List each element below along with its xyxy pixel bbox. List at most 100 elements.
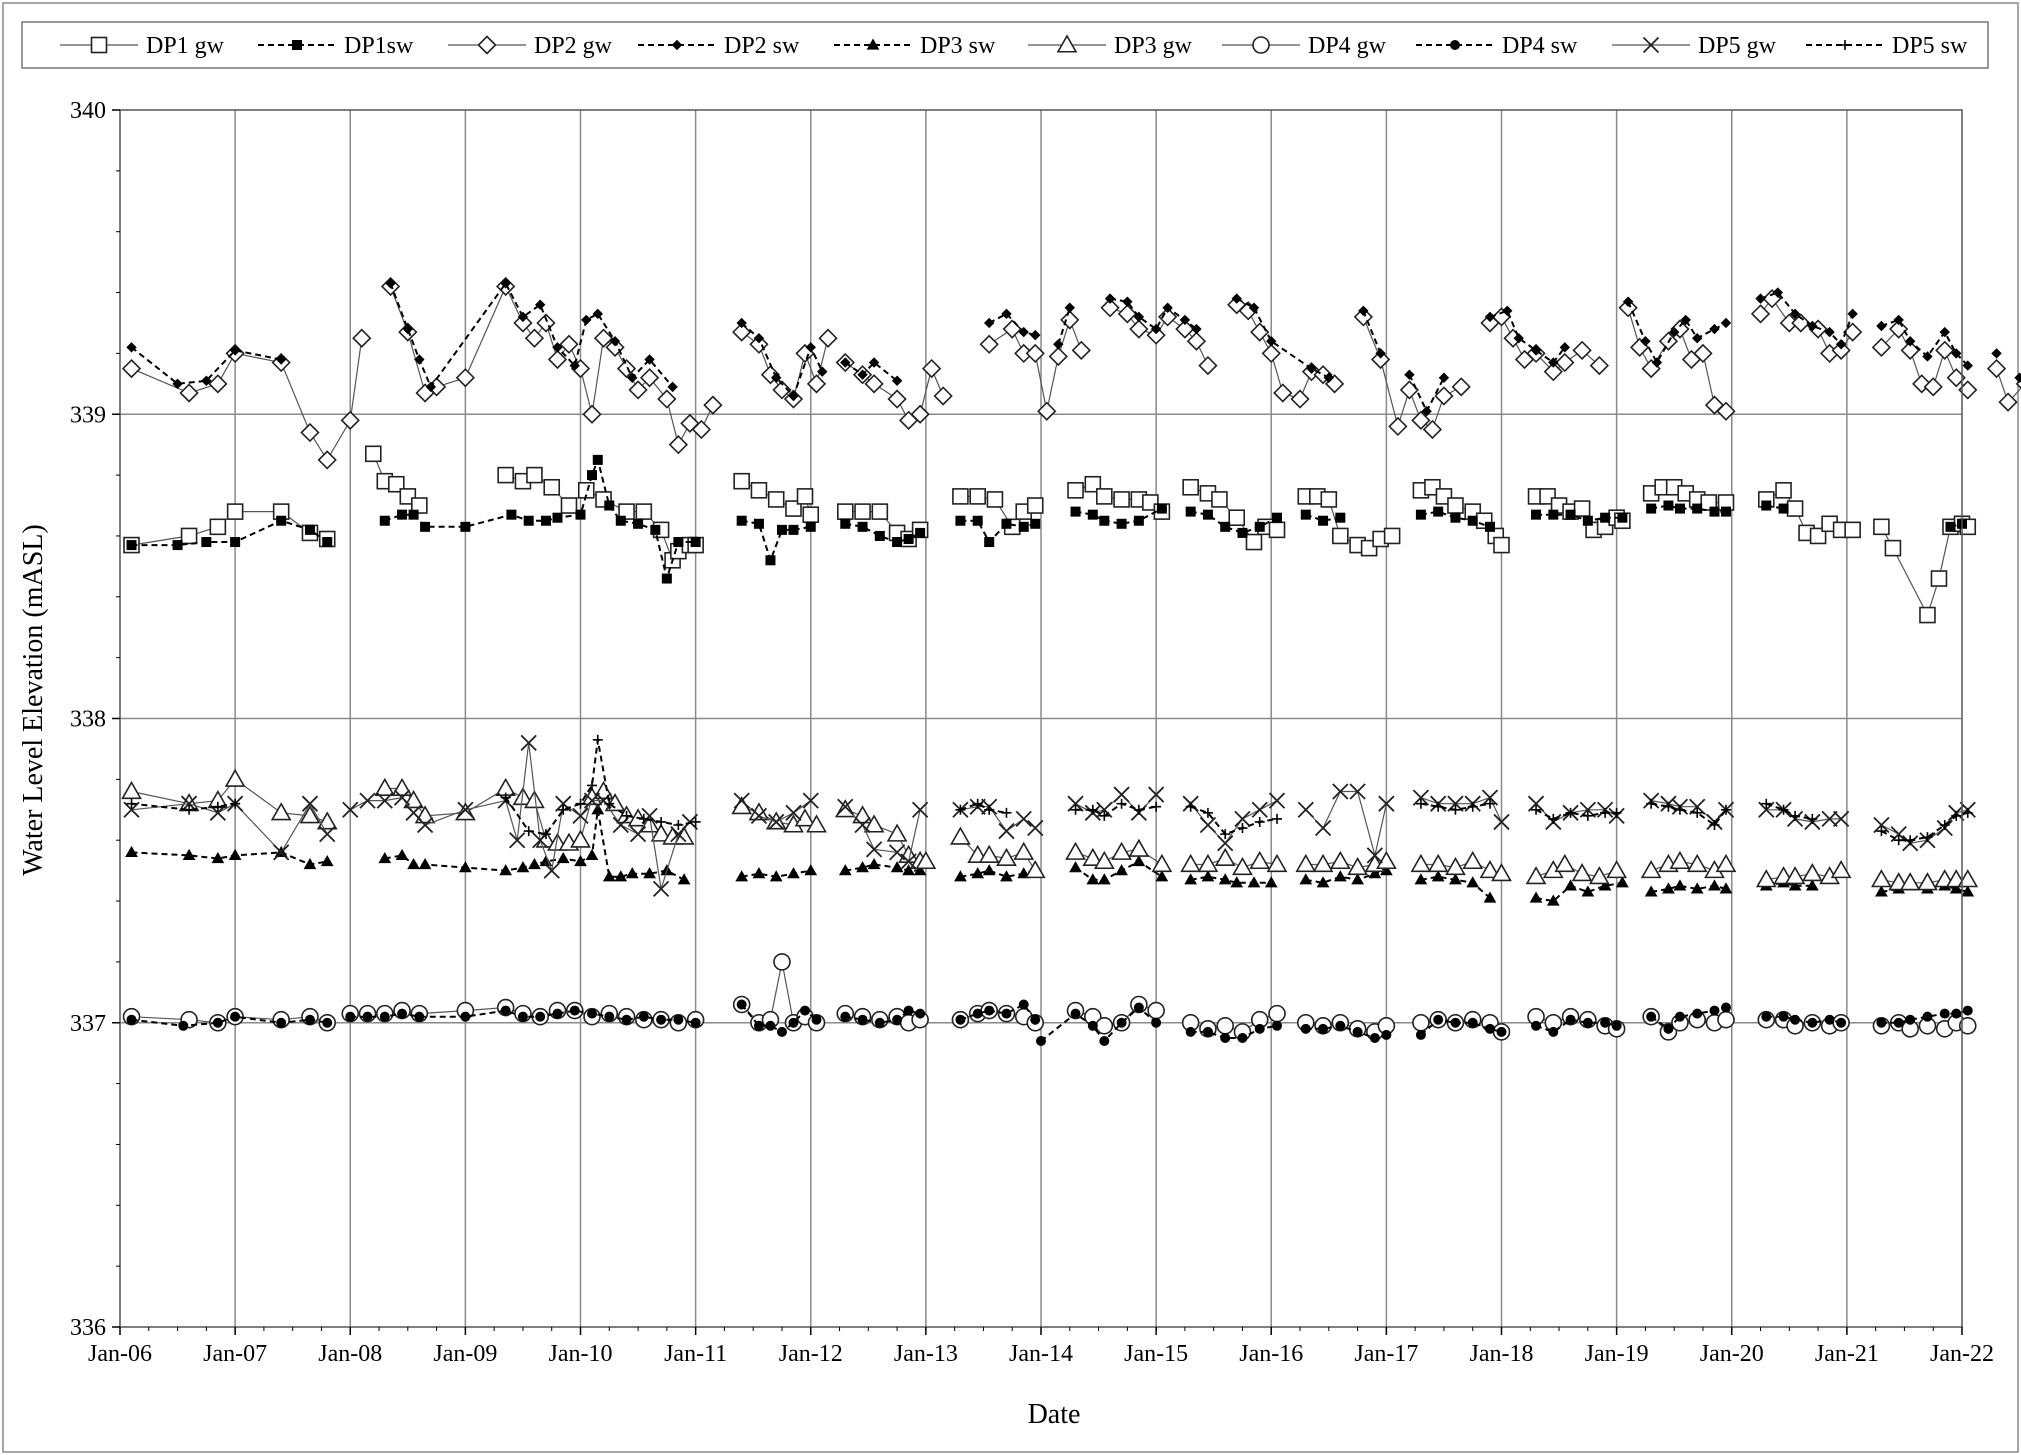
data-point [1600, 512, 1611, 523]
x-tick-label: Jan-19 [1585, 1341, 1649, 1367]
data-point [1064, 302, 1075, 313]
data-point [575, 798, 586, 809]
data-point [303, 858, 317, 870]
data-point [547, 349, 568, 370]
data-point [1835, 339, 1847, 350]
data-point [1070, 804, 1081, 815]
data-point [535, 1011, 546, 1022]
data-point [1555, 352, 1575, 373]
data-point [1086, 873, 1100, 885]
data-point [857, 1014, 868, 1025]
data-point [1220, 829, 1231, 840]
data-point [1720, 804, 1731, 815]
data-point [866, 38, 880, 50]
data-point [1922, 832, 1933, 843]
data-point [1185, 506, 1196, 517]
data-point [178, 1020, 189, 1031]
data-point [455, 368, 476, 388]
data-point [1069, 861, 1082, 873]
data-point [322, 1017, 333, 1028]
data-point [125, 845, 138, 857]
legend-label: DP5 sw [1892, 33, 1968, 59]
data-point [1067, 795, 1084, 812]
data-point [921, 358, 942, 379]
data-point [1030, 1014, 1041, 1025]
data-point [1876, 1017, 1887, 1028]
data-point [1099, 1036, 1110, 1047]
series-dp1-gw [123, 445, 1977, 624]
data-point [224, 768, 246, 787]
data-point [1939, 819, 1950, 830]
data-point [1332, 783, 1349, 800]
data-point [1438, 372, 1450, 383]
data-point [1251, 801, 1268, 818]
series-dp2-sw [126, 278, 2021, 417]
data-point [317, 450, 337, 470]
data-point [650, 823, 672, 842]
data-point [837, 798, 854, 815]
data-point [1617, 512, 1628, 523]
data-point [1709, 323, 1720, 335]
data-point [1300, 1023, 1311, 1034]
data-point [1821, 810, 1838, 828]
data-point [1202, 807, 1213, 818]
data-point [633, 518, 644, 529]
data-point [604, 500, 615, 511]
data-point [1824, 326, 1835, 338]
data-point [1111, 841, 1132, 860]
data-point [1663, 801, 1674, 812]
data-point [1133, 804, 1144, 815]
data-point [126, 342, 137, 353]
data-point [395, 848, 409, 861]
data-point [1381, 1029, 1392, 1040]
x-axis-title: Date [1028, 1399, 1081, 1430]
data-point [1113, 786, 1130, 803]
data-point [209, 518, 227, 536]
data-point [868, 357, 880, 368]
data-point [736, 317, 747, 329]
data-point [972, 1008, 983, 1019]
data-point [592, 454, 603, 465]
legend-box [21, 21, 1989, 69]
data-point [982, 864, 996, 876]
data-point [788, 390, 799, 402]
data-point [638, 1011, 649, 1022]
data-point [90, 36, 108, 54]
data-point [1067, 482, 1084, 499]
series-line [1362, 310, 1382, 354]
data-point [1961, 885, 1975, 897]
data-point [376, 792, 393, 809]
data-point [520, 734, 537, 751]
data-point [903, 1005, 914, 1016]
data-point [902, 864, 915, 876]
data-point [887, 389, 907, 409]
data-point [1352, 1026, 1363, 1037]
data-point [1709, 819, 1720, 830]
data-point [1790, 810, 1801, 821]
data-point [1297, 801, 1314, 818]
data-point [604, 1011, 615, 1022]
data-point [984, 804, 995, 815]
data-point [1893, 314, 1904, 326]
data-point [1709, 506, 1720, 517]
data-point [1873, 816, 1890, 834]
data-point [776, 524, 787, 535]
data-point [126, 1014, 137, 1025]
data-point [865, 841, 883, 858]
data-point [796, 488, 814, 505]
data-point [1466, 876, 1480, 888]
data-point [1807, 813, 1818, 824]
data-point [569, 1005, 580, 1016]
data-point [673, 537, 684, 548]
data-point [1840, 40, 1850, 50]
data-point [1692, 332, 1703, 344]
data-point [1564, 879, 1577, 891]
data-point [587, 470, 598, 481]
data-point [1525, 866, 1547, 885]
data-point [1266, 853, 1288, 873]
data-point [753, 518, 764, 529]
data-point [834, 799, 856, 818]
data-point [1147, 1001, 1165, 1020]
data-point [1001, 518, 1012, 529]
data-point [1546, 894, 1560, 906]
